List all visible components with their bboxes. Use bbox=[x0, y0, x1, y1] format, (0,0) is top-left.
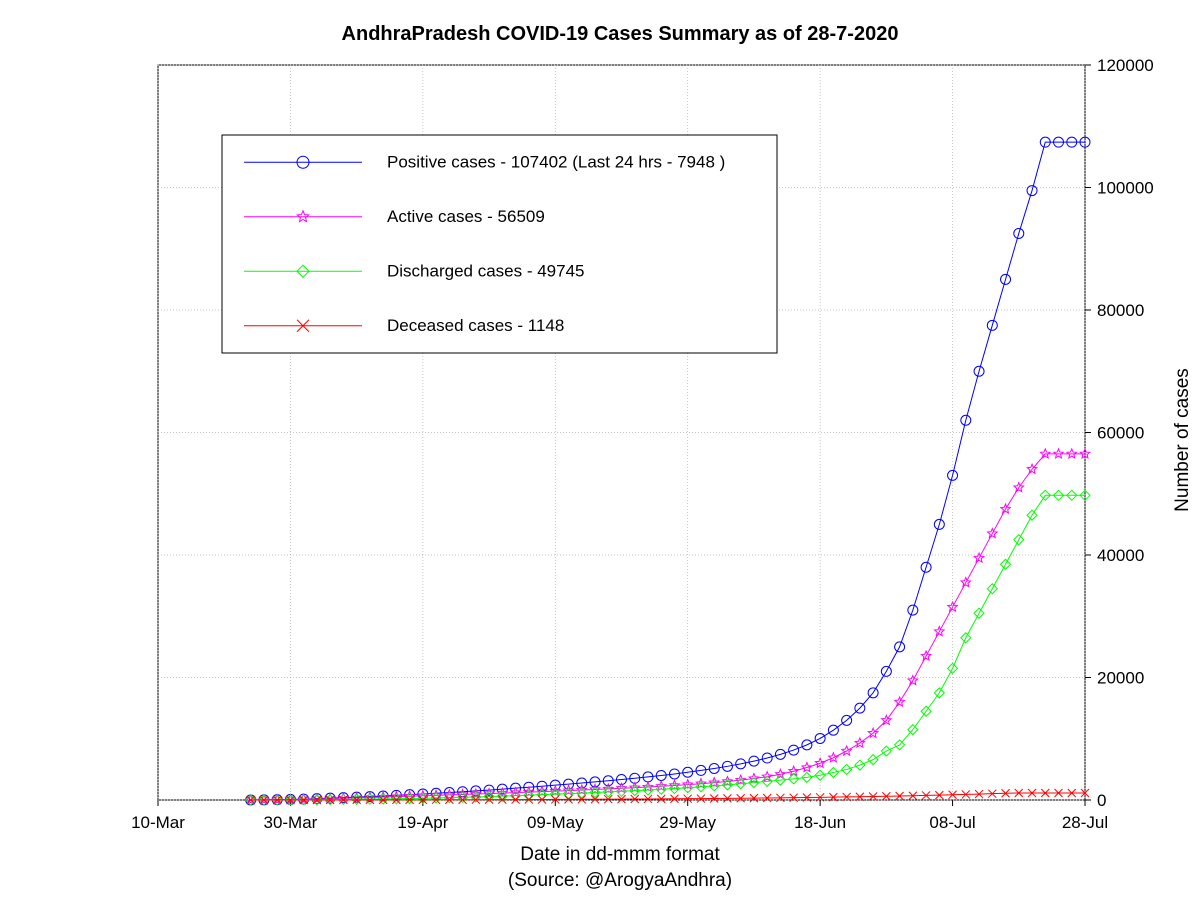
y-tick-label: 60000 bbox=[1097, 424, 1144, 443]
x-tick-label: 10-Mar bbox=[131, 813, 185, 832]
y-tick-label: 100000 bbox=[1097, 179, 1154, 198]
chart-title: AndhraPradesh COVID-19 Cases Summary as … bbox=[342, 23, 899, 45]
y-axis-label: Number of cases bbox=[1172, 368, 1193, 512]
x-tick-label: 08-Jul bbox=[929, 813, 975, 832]
x-axis-sublabel: (Source: @ArogyaAndhra) bbox=[508, 870, 732, 891]
chart-container: AndhraPradesh COVID-19 Cases Summary as … bbox=[0, 0, 1200, 900]
x-tick-label: 09-May bbox=[527, 813, 584, 832]
x-tick-label: 30-Mar bbox=[263, 813, 317, 832]
legend-label: Discharged cases - 49745 bbox=[387, 262, 585, 281]
y-tick-label: 80000 bbox=[1097, 301, 1144, 320]
y-tick-label: 40000 bbox=[1097, 546, 1144, 565]
x-tick-label: 18-Jun bbox=[794, 813, 846, 832]
x-axis-label: Date in dd-mmm format bbox=[520, 844, 720, 865]
series-discharged bbox=[246, 490, 1090, 805]
x-tick-label: 19-Apr bbox=[397, 813, 448, 832]
series-active bbox=[246, 449, 1090, 804]
legend-label: Deceased cases - 1148 bbox=[387, 316, 564, 335]
y-tick-label: 20000 bbox=[1097, 669, 1144, 688]
legend-label: Positive cases - 107402 (Last 24 hrs - 7… bbox=[387, 153, 725, 172]
x-tick-label: 29-May bbox=[659, 813, 716, 832]
y-tick-label: 0 bbox=[1097, 791, 1106, 810]
legend-label: Active cases - 56509 bbox=[387, 207, 545, 226]
chart-svg: AndhraPradesh COVID-19 Cases Summary as … bbox=[0, 0, 1200, 900]
legend: Positive cases - 107402 (Last 24 hrs - 7… bbox=[222, 135, 777, 353]
y-tick-label: 120000 bbox=[1097, 56, 1154, 75]
x-tick-label: 28-Jul bbox=[1062, 813, 1108, 832]
